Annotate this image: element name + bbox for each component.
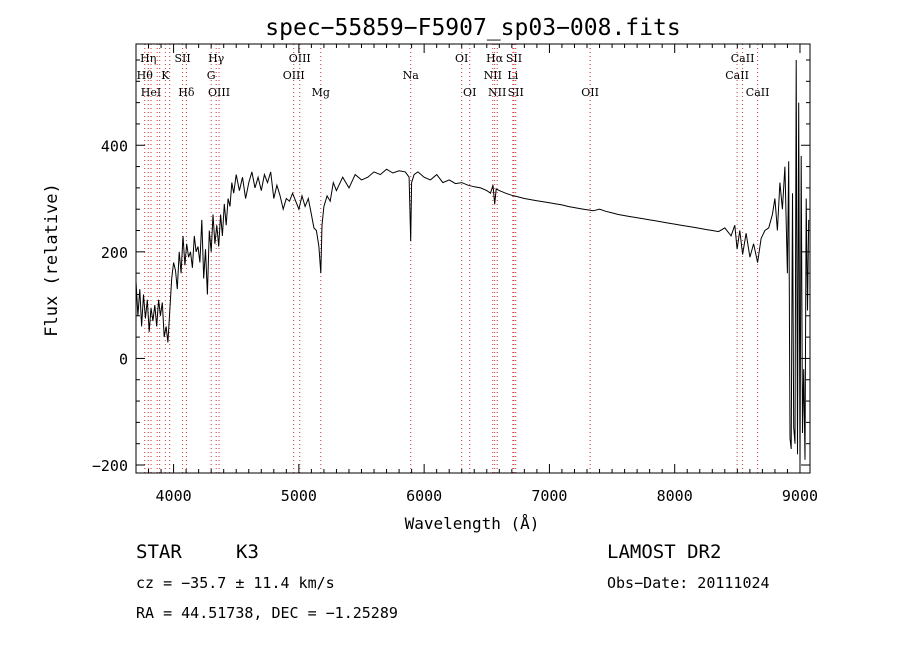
coordinates-readout: RA = 44.51738, DEC = −1.25289 <box>136 604 398 622</box>
line-label: Mg <box>312 86 330 99</box>
x-tick-label: 8000 <box>657 487 693 505</box>
spectrum-line <box>135 59 810 466</box>
spectral-line-markers <box>144 44 759 473</box>
observation-date: Obs−Date: 20111024 <box>607 574 770 592</box>
line-label: NII <box>484 69 502 82</box>
survey-name: LAMOST DR2 <box>607 541 722 563</box>
x-tick-label: 9000 <box>782 487 818 505</box>
y-tick-label: −200 <box>92 457 128 475</box>
line-label: CaII <box>746 86 770 99</box>
line-label: Hγ <box>208 52 225 65</box>
line-label: SII <box>506 52 522 65</box>
line-label: OII <box>581 86 599 99</box>
object-subclass: K3 <box>236 541 259 563</box>
object-class: STAR <box>136 541 182 563</box>
line-label: OIII <box>208 86 230 99</box>
y-tick-label: 200 <box>101 244 128 262</box>
x-tick-label: 6000 <box>406 487 442 505</box>
line-label: Hδ <box>178 86 195 99</box>
line-label: Hθ <box>137 69 154 82</box>
line-label: OIII <box>289 52 311 65</box>
line-label: CaII <box>731 52 755 65</box>
line-label: Hα <box>486 52 504 65</box>
x-axis: 4000 5000 6000 7000 8000 9000 <box>135 44 818 505</box>
y-axis: −200 0 200 400 <box>92 59 810 475</box>
line-label: K <box>161 69 170 82</box>
line-label: SII <box>508 86 524 99</box>
line-label: Hη <box>140 52 156 65</box>
plot-frame <box>135 43 811 474</box>
line-label: Na <box>403 69 420 82</box>
line-label: OI <box>455 52 468 65</box>
y-axis-label: Flux (relative) <box>42 183 62 337</box>
x-axis-label: Wavelength (Å) <box>405 514 540 533</box>
line-label: HeI <box>141 86 161 99</box>
x-tick-label: 5000 <box>281 487 317 505</box>
line-label: G <box>207 69 216 82</box>
x-tick-label: 4000 <box>156 487 192 505</box>
y-tick-label: 0 <box>119 350 128 368</box>
line-label: Li <box>507 69 518 82</box>
chart-title: spec−55859−F5907_sp03−008.fits <box>265 15 680 41</box>
line-label: OI <box>463 86 476 99</box>
x-tick-label: 7000 <box>531 487 567 505</box>
line-label: CaII <box>725 69 749 82</box>
redshift-readout: cz = −35.7 ± 11.4 km/s <box>136 574 335 592</box>
line-label: SII <box>174 52 190 65</box>
line-label: OIII <box>283 69 305 82</box>
line-label: NII <box>488 86 506 99</box>
y-tick-label: 400 <box>101 137 128 155</box>
